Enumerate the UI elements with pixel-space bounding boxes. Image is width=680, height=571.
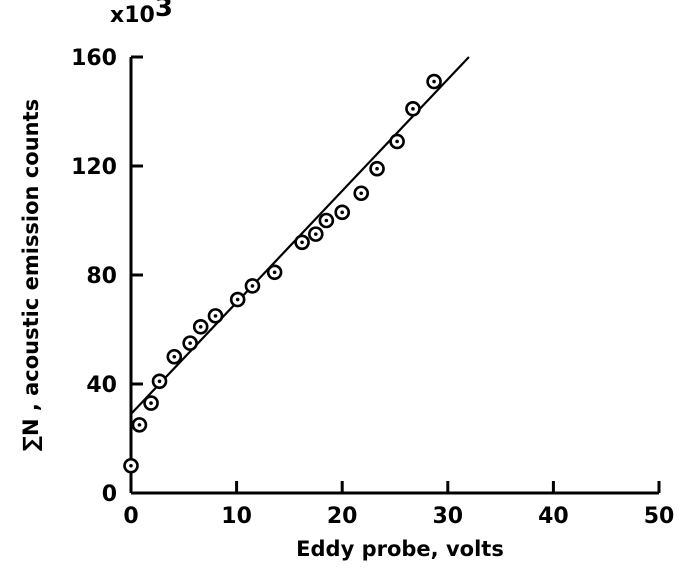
y-tick-label: 160 [71, 46, 117, 71]
y-tick-label: 0 [102, 482, 117, 507]
data-point-center [272, 270, 277, 275]
data-point-center [149, 401, 153, 405]
data-point [266, 264, 283, 281]
data-point [229, 291, 246, 308]
data-point [334, 204, 351, 221]
data-point [182, 335, 198, 351]
data-point [405, 100, 421, 117]
x-tick-label: 50 [644, 504, 675, 529]
data-point-center [137, 423, 142, 427]
y-axis-title: ∑N , acoustic emission counts [19, 99, 43, 451]
data-point-center [235, 297, 240, 302]
data-point [353, 185, 370, 202]
data-point [123, 457, 139, 474]
axes [129, 57, 659, 495]
data-point [166, 348, 183, 365]
y-tick-label: 120 [71, 155, 117, 180]
y-axis-multiplier: x103 [110, 0, 173, 28]
data-point [244, 278, 261, 294]
y-tick-label: 80 [86, 264, 117, 289]
x-tick-label: 10 [221, 504, 252, 529]
data-point-center [395, 139, 399, 144]
data-point [318, 212, 335, 229]
data-point [207, 308, 224, 324]
data-point-center [300, 240, 304, 245]
data-point-center [411, 106, 415, 111]
data-point-center [129, 463, 133, 468]
data-point-center [314, 232, 318, 236]
data-point-center [250, 284, 255, 288]
x-tick-label: 0 [123, 504, 138, 529]
x-axis-title: Eddy probe, volts [296, 537, 504, 561]
y-ticks: 0 40 80 120 160 [71, 46, 143, 507]
data-point [307, 226, 324, 242]
data-point [426, 73, 442, 90]
data-point-center [324, 218, 329, 223]
y-tick-label: 40 [86, 373, 117, 398]
data-point-center [157, 379, 162, 384]
data-point-center [359, 191, 364, 196]
data-point-center [188, 341, 192, 345]
data-point-center [172, 354, 177, 359]
data-points [123, 73, 442, 474]
data-point [143, 395, 159, 411]
x-ticks: 0 10 20 30 40 50 [123, 481, 674, 529]
data-point [294, 234, 310, 251]
data-point-center [198, 324, 203, 329]
data-point [151, 373, 168, 390]
data-point-center [432, 79, 436, 84]
data-point-center [375, 166, 379, 171]
data-point-center [213, 314, 218, 318]
data-point [389, 133, 405, 150]
x-tick-label: 30 [432, 504, 463, 529]
data-point [192, 318, 209, 335]
x-tick-label: 20 [327, 504, 358, 529]
data-point-center [340, 210, 345, 215]
data-point [131, 417, 148, 433]
x-tick-label: 40 [538, 504, 569, 529]
data-point [369, 160, 385, 177]
